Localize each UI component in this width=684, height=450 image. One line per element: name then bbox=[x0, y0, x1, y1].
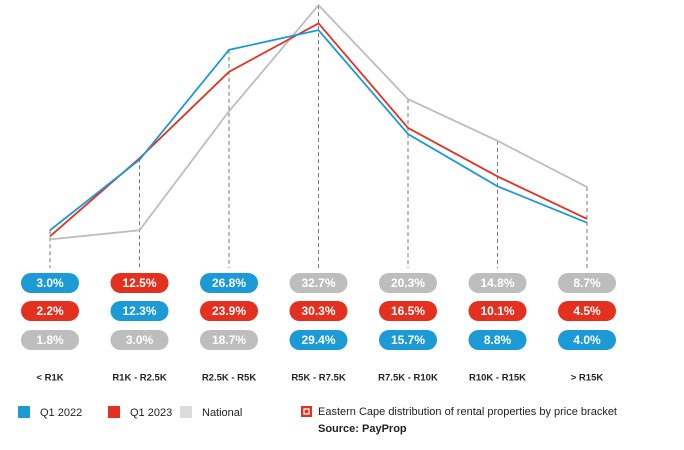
value-label: 3.0% bbox=[126, 333, 154, 347]
category-label: R1K - R2.5K bbox=[112, 373, 167, 384]
value-pill bbox=[110, 273, 169, 293]
series-line bbox=[49, 29, 588, 231]
value-label: 15.7% bbox=[391, 333, 425, 347]
category-label: R10K - R15K bbox=[469, 373, 526, 384]
category-label: > R15K bbox=[571, 373, 604, 384]
legend-swatch bbox=[108, 406, 120, 418]
legend-swatch bbox=[18, 406, 30, 418]
value-label: 23.9% bbox=[212, 304, 246, 318]
value-pill bbox=[558, 301, 616, 321]
value-label: 29.4% bbox=[301, 333, 335, 347]
value-pill bbox=[110, 301, 169, 321]
value-pill bbox=[558, 273, 616, 293]
value-pill bbox=[289, 301, 348, 321]
value-label: 30.3% bbox=[301, 304, 335, 318]
value-label: 16.5% bbox=[391, 304, 425, 318]
value-pill bbox=[21, 330, 79, 350]
legend-label: National bbox=[202, 407, 242, 419]
value-label: 2.2% bbox=[36, 304, 64, 318]
value-pill bbox=[200, 330, 258, 350]
category-label: R5K - R7.5K bbox=[291, 373, 346, 384]
value-pill bbox=[379, 301, 437, 321]
value-pill bbox=[379, 273, 437, 293]
legend-label: Q1 2022 bbox=[40, 407, 82, 419]
value-pill bbox=[110, 330, 169, 350]
series-line bbox=[49, 3, 588, 241]
series-line bbox=[49, 22, 588, 238]
value-label: 20.3% bbox=[391, 276, 425, 290]
value-label: 26.8% bbox=[212, 276, 246, 290]
value-label: 8.8% bbox=[484, 333, 512, 347]
value-label: 18.7% bbox=[212, 333, 246, 347]
legend-label: Q1 2023 bbox=[130, 407, 172, 419]
source: Source: PayProp bbox=[318, 423, 407, 435]
category-label: R2.5K - R5K bbox=[202, 373, 257, 384]
value-label: 10.1% bbox=[480, 304, 514, 318]
value-label: 8.7% bbox=[573, 276, 601, 290]
value-pill bbox=[200, 301, 258, 321]
value-label: 12.3% bbox=[122, 304, 156, 318]
value-pill bbox=[21, 273, 79, 293]
value-label: 3.0% bbox=[36, 276, 64, 290]
caption: Eastern Cape distribution of rental prop… bbox=[318, 406, 617, 418]
category-label: R7.5K - R10K bbox=[378, 373, 438, 384]
value-label: 32.7% bbox=[301, 276, 335, 290]
value-pill bbox=[289, 273, 348, 293]
value-label: 4.0% bbox=[573, 333, 601, 347]
value-label: 1.8% bbox=[36, 333, 64, 347]
value-pill bbox=[200, 273, 258, 293]
value-label: 14.8% bbox=[480, 276, 514, 290]
caption-icon bbox=[301, 406, 312, 417]
value-pill bbox=[468, 330, 527, 350]
value-label: 4.5% bbox=[573, 304, 601, 318]
value-pill bbox=[379, 330, 437, 350]
value-label: 12.5% bbox=[122, 276, 156, 290]
value-pill bbox=[21, 301, 79, 321]
value-pill bbox=[468, 301, 527, 321]
caption-icon-inner bbox=[303, 408, 310, 415]
category-label: < R1K bbox=[36, 373, 63, 384]
value-pill bbox=[558, 330, 616, 350]
value-pill bbox=[289, 330, 348, 350]
value-pill bbox=[468, 273, 527, 293]
legend-swatch bbox=[180, 406, 192, 418]
